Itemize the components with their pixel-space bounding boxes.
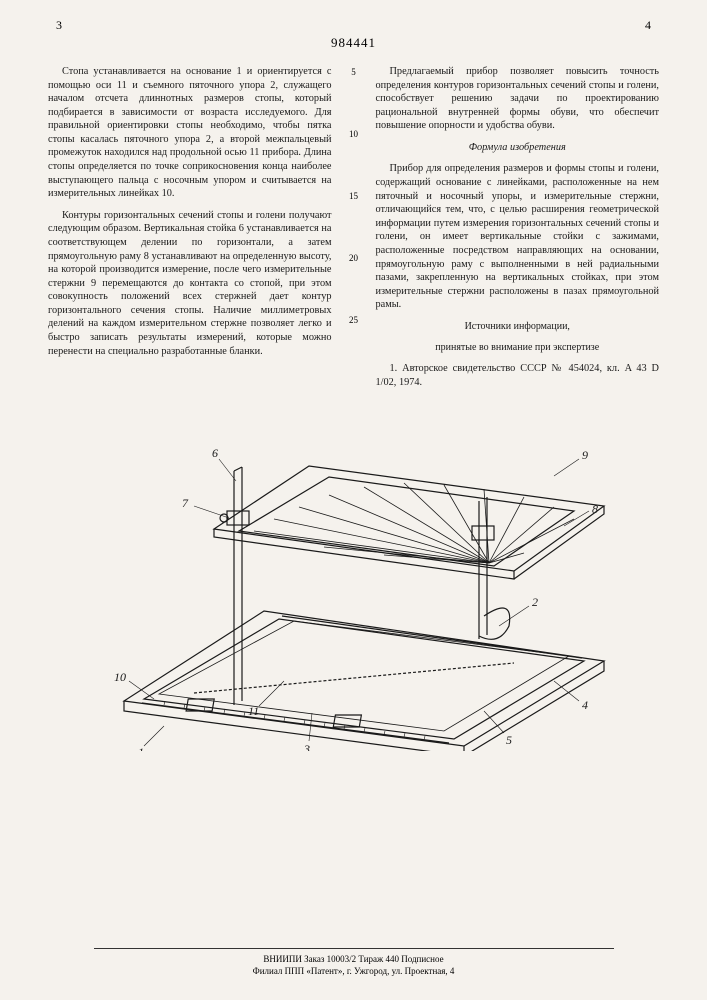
callout-6: 6 (212, 446, 218, 460)
claim-text: Прибор для определения размеров и формы … (376, 162, 660, 311)
line-number: 25 (346, 315, 362, 327)
line-number-gutter: 5 10 15 20 25 (346, 65, 362, 397)
callout-11: 11 (248, 704, 259, 718)
page-number-left: 3 (56, 18, 62, 33)
footer-rule (94, 948, 614, 949)
sources-title-1: Источники информации, (376, 320, 660, 333)
page-number-row: 3 4 (48, 18, 659, 33)
figure: 1 2 3 4 5 6 7 8 9 10 11 (48, 411, 659, 756)
callout-8: 8 (592, 502, 598, 516)
right-paragraph-1: Предлагаемый прибор позволяет повысить т… (376, 65, 660, 133)
callout-9: 9 (582, 448, 588, 462)
left-paragraph-1: Стопа устанавливается на основание 1 и о… (48, 65, 332, 201)
sources-title-2: принятые во внимание при экспертизе (376, 341, 660, 354)
page-number-right: 4 (645, 18, 651, 33)
line-number: 10 (346, 129, 362, 141)
callout-2: 2 (532, 595, 538, 609)
line-number: 15 (346, 191, 362, 203)
footer: ВНИИПИ Заказ 10003/2 Тираж 440 Подписное… (0, 948, 707, 978)
right-column: Предлагаемый прибор позволяет повысить т… (376, 65, 660, 397)
page: 3 4 984441 Стопа устанавливается на осно… (0, 0, 707, 1000)
device-drawing: 1 2 3 4 5 6 7 8 9 10 11 (84, 411, 624, 751)
callout-5: 5 (506, 733, 512, 747)
callout-1: 1 (138, 745, 144, 751)
footer-line-1: ВНИИПИ Заказ 10003/2 Тираж 440 Подписное (0, 953, 707, 966)
document-number: 984441 (48, 35, 659, 51)
footer-line-2: Филиал ППП «Патент», г. Ужгород, ул. Про… (0, 965, 707, 978)
text-columns: Стопа устанавливается на основание 1 и о… (48, 65, 659, 397)
left-paragraph-2: Контуры горизонтальных сечений стопы и г… (48, 209, 332, 358)
claims-title: Формула изобретения (376, 141, 660, 155)
callout-7: 7 (182, 496, 189, 510)
callout-4: 4 (582, 698, 588, 712)
callout-10: 10 (114, 670, 126, 684)
callout-3: 3 (303, 742, 310, 751)
source-reference: 1. Авторское свидетельство СССР № 454024… (376, 362, 660, 389)
line-number: 5 (346, 67, 362, 79)
left-column: Стопа устанавливается на основание 1 и о… (48, 65, 332, 397)
line-number: 20 (346, 253, 362, 265)
